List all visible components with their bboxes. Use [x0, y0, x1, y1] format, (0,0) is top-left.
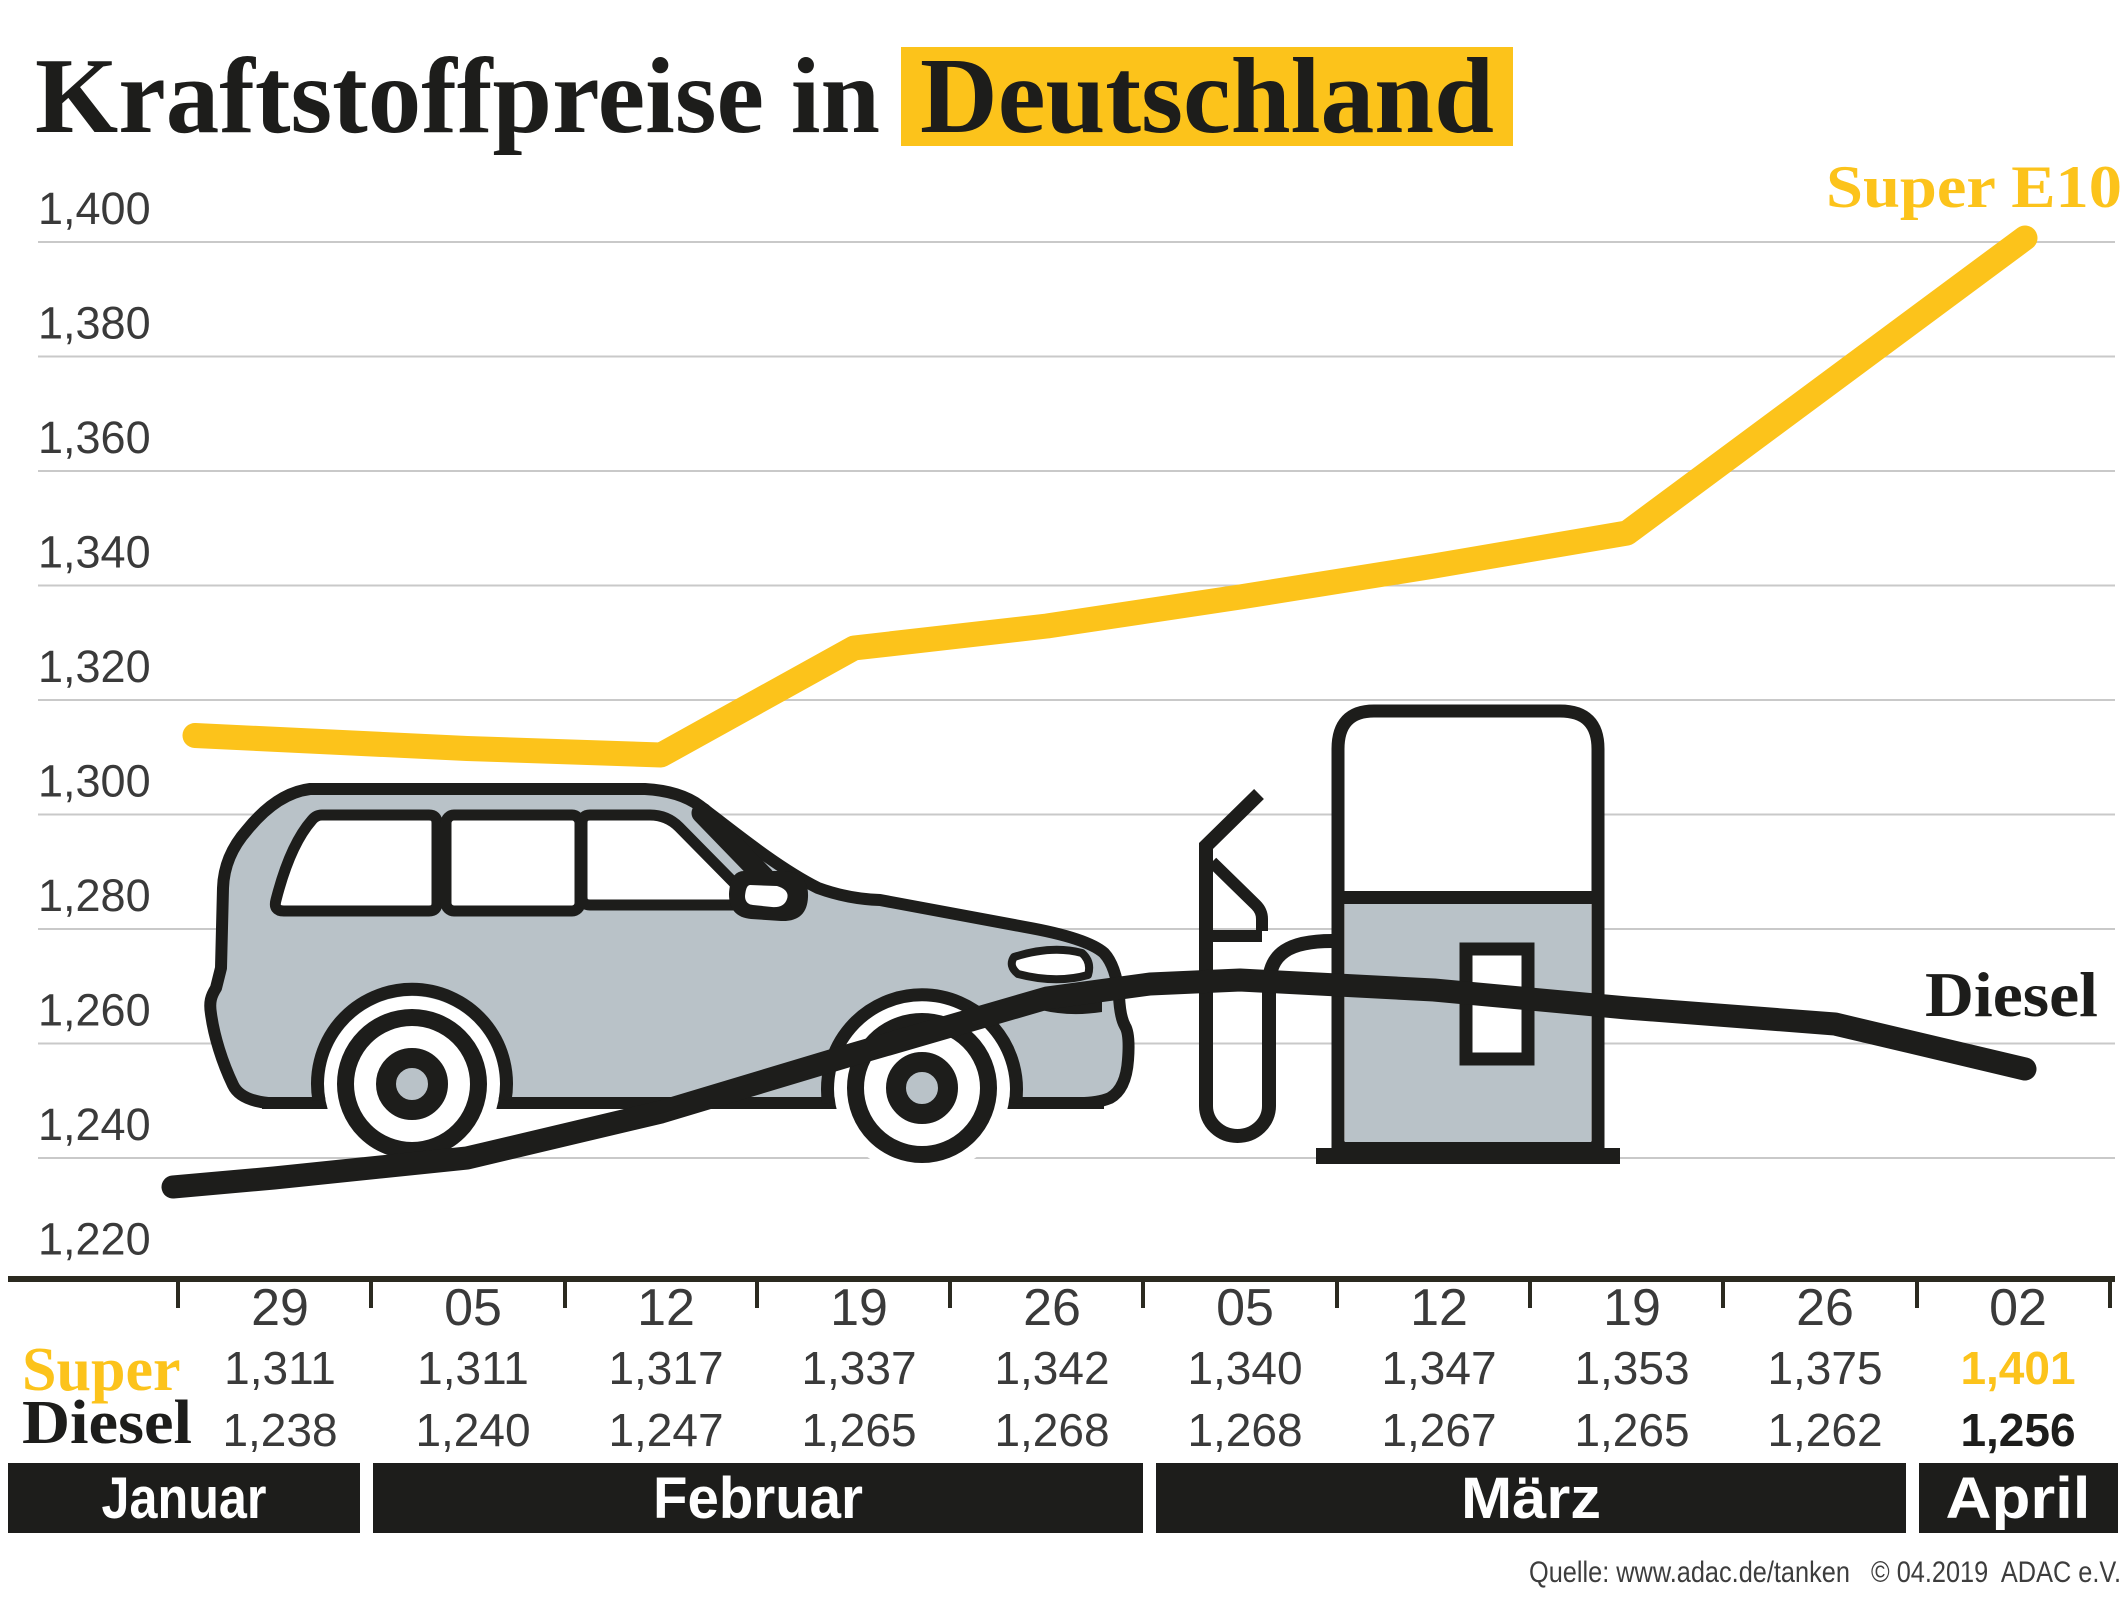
- svg-text:1,360: 1,360: [38, 412, 151, 463]
- svg-text:Quelle: www.adac.de/tanken ©: Quelle: www.adac.de/tanken © 04.2019 ADA…: [1529, 1556, 2121, 1589]
- svg-text:1,280: 1,280: [38, 870, 151, 921]
- svg-text:02: 02: [1989, 1279, 2047, 1337]
- svg-text:1,240: 1,240: [415, 1404, 530, 1456]
- svg-text:Super: Super: [22, 1336, 180, 1404]
- svg-text:Deutschland: Deutschland: [920, 37, 1494, 156]
- svg-text:05: 05: [1216, 1279, 1274, 1337]
- svg-text:1,260: 1,260: [38, 985, 151, 1036]
- svg-text:1,265: 1,265: [1574, 1404, 1689, 1456]
- svg-text:1,340: 1,340: [1187, 1342, 1302, 1394]
- svg-text:1,262: 1,262: [1767, 1404, 1882, 1456]
- svg-text:1,340: 1,340: [38, 527, 151, 578]
- svg-text:1,247: 1,247: [608, 1404, 723, 1456]
- svg-text:12: 12: [1410, 1279, 1468, 1337]
- svg-text:1,265: 1,265: [801, 1404, 916, 1456]
- svg-text:1,267: 1,267: [1381, 1404, 1496, 1456]
- svg-text:1,300: 1,300: [38, 756, 151, 807]
- svg-text:1,317: 1,317: [608, 1342, 723, 1394]
- svg-text:Kraftstoffpreise in: Kraftstoffpreise in: [35, 37, 880, 156]
- svg-text:1,268: 1,268: [994, 1404, 1109, 1456]
- svg-text:1,380: 1,380: [38, 298, 151, 349]
- svg-text:29: 29: [251, 1279, 309, 1337]
- svg-text:05: 05: [444, 1279, 502, 1337]
- svg-text:Super E10: Super E10: [1826, 154, 2122, 220]
- svg-text:Diesel: Diesel: [1925, 959, 2098, 1030]
- svg-text:26: 26: [1796, 1279, 1854, 1337]
- svg-text:1,347: 1,347: [1381, 1342, 1496, 1394]
- svg-text:April: April: [1946, 1466, 2091, 1531]
- svg-text:1,320: 1,320: [38, 641, 151, 692]
- svg-text:1,337: 1,337: [801, 1342, 916, 1394]
- svg-text:1,256: 1,256: [1960, 1404, 2075, 1456]
- svg-text:Diesel: Diesel: [22, 1389, 192, 1457]
- svg-text:12: 12: [637, 1279, 695, 1337]
- svg-text:Februar: Februar: [653, 1466, 863, 1531]
- svg-text:1,375: 1,375: [1767, 1342, 1882, 1394]
- svg-text:1,401: 1,401: [1960, 1342, 2075, 1394]
- svg-text:1,240: 1,240: [38, 1099, 151, 1150]
- svg-text:1,342: 1,342: [994, 1342, 1109, 1394]
- svg-text:Januar: Januar: [102, 1466, 267, 1531]
- svg-text:1,220: 1,220: [38, 1214, 151, 1265]
- svg-text:19: 19: [1603, 1279, 1661, 1337]
- svg-text:26: 26: [1023, 1279, 1081, 1337]
- svg-text:1,311: 1,311: [224, 1342, 336, 1394]
- svg-text:1,400: 1,400: [38, 183, 151, 234]
- svg-text:19: 19: [830, 1279, 888, 1337]
- svg-text:1,238: 1,238: [222, 1404, 337, 1456]
- svg-text:1,311: 1,311: [417, 1342, 529, 1394]
- svg-text:1,268: 1,268: [1187, 1404, 1302, 1456]
- svg-text:1,353: 1,353: [1574, 1342, 1689, 1394]
- svg-text:März: März: [1461, 1466, 1601, 1531]
